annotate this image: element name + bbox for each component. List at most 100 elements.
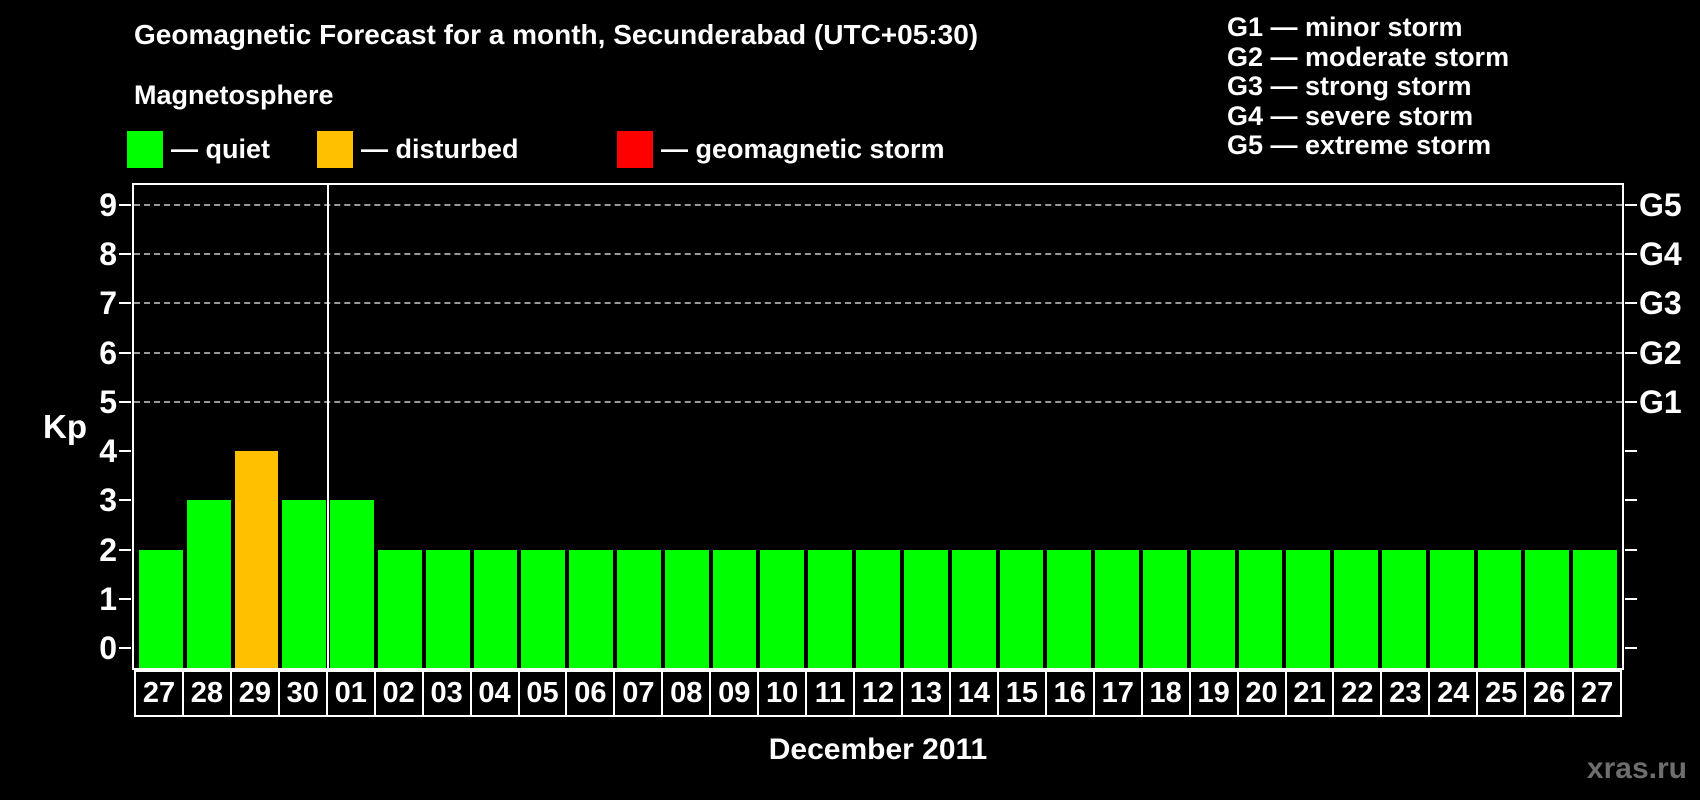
bar-day-17 — [1095, 549, 1139, 668]
right-tick-kp-0 — [1625, 647, 1637, 650]
g-scale-legend: G1 — minor storm G2 — moderate storm G3 … — [1227, 12, 1509, 161]
day-cell-22: 22 — [1332, 670, 1383, 717]
right-tick-kp-7 — [1625, 302, 1637, 305]
day-cell-04: 04 — [469, 670, 520, 717]
left-tick-kp-4 — [119, 450, 131, 453]
right-tick-kp-8 — [1625, 253, 1637, 255]
y-tick-label-3: 3 — [99, 482, 117, 519]
left-tick-kp-3 — [119, 499, 131, 502]
gridline-kp-6 — [134, 351, 1622, 354]
day-cell-27: 27 — [134, 670, 184, 717]
disturbed-color-swatch — [317, 130, 353, 168]
g4-legend-line: G4 — severe storm — [1227, 100, 1474, 131]
legend-label-disturbed: — disturbed — [361, 133, 519, 164]
day-cell-12: 12 — [853, 670, 903, 717]
gridline-kp-7 — [134, 302, 1622, 305]
bar-day-10 — [760, 549, 805, 668]
magnetosphere-label: Magnetosphere — [134, 80, 334, 110]
month-boundary-line — [327, 185, 330, 668]
y-tick-label-8: 8 — [99, 236, 117, 272]
right-tick-kp-2 — [1625, 548, 1637, 551]
day-cell-26: 26 — [1524, 670, 1575, 717]
gridline-kp-9 — [134, 203, 1622, 206]
day-cell-21: 21 — [1284, 670, 1335, 717]
right-tick-kp-1 — [1625, 598, 1637, 600]
bar-day-19 — [1190, 549, 1235, 668]
bar-day-09 — [712, 549, 757, 668]
day-cell-18: 18 — [1140, 670, 1191, 717]
g-axis-label-g2: G2 — [1639, 334, 1682, 371]
day-cell-20: 20 — [1236, 670, 1287, 717]
left-tick-kp-9 — [119, 203, 131, 206]
gridline-kp-5 — [134, 400, 1622, 403]
day-cell-14: 14 — [948, 670, 999, 717]
day-cell-23: 23 — [1380, 670, 1431, 717]
bar-day-20 — [1238, 549, 1283, 668]
y-axis-label: Kp — [43, 408, 87, 445]
right-tick-kp-3 — [1625, 499, 1637, 502]
g-axis-label-g4: G4 — [1639, 236, 1682, 272]
bar-day-04 — [473, 549, 518, 668]
bar-day-27 — [139, 549, 183, 668]
bar-day-01 — [330, 500, 375, 668]
right-tick-kp-6 — [1625, 351, 1637, 354]
y-axis-tick-labels: 0 1 2 3 4 5 6 7 8 9 — [0, 185, 117, 668]
day-cell-25: 25 — [1476, 670, 1527, 717]
day-cell-30: 30 — [277, 670, 328, 717]
gridline-kp-8 — [134, 253, 1622, 255]
left-tick-kp-0 — [119, 647, 131, 650]
y-tick-label-2: 2 — [99, 531, 117, 568]
y-tick-label-9: 9 — [99, 186, 117, 223]
right-tick-kp-5 — [1625, 400, 1637, 403]
g-axis-label-g3: G3 — [1639, 285, 1682, 322]
bar-day-30 — [282, 500, 327, 668]
right-tick-kp-4 — [1625, 450, 1637, 453]
day-cell-05: 05 — [517, 670, 568, 717]
bar-day-07 — [617, 549, 661, 668]
left-tick-kp-6 — [119, 351, 131, 354]
day-cell-17: 17 — [1092, 670, 1143, 717]
day-cell-02: 02 — [373, 670, 424, 717]
day-cell-01: 01 — [325, 670, 376, 717]
bar-day-15 — [999, 549, 1044, 668]
bar-day-06 — [569, 549, 614, 668]
day-cell-29: 29 — [229, 670, 280, 717]
legend-item-quiet: — quiet — [127, 130, 270, 168]
legend-item-disturbed: — disturbed — [317, 130, 519, 168]
day-cell-09: 09 — [709, 670, 760, 717]
bar-day-13 — [903, 549, 948, 668]
bar-day-03 — [425, 549, 470, 668]
bar-day-26 — [1525, 549, 1570, 668]
y-tick-label-4: 4 — [99, 433, 117, 470]
left-tick-kp-5 — [119, 400, 131, 403]
bar-day-24 — [1429, 549, 1474, 668]
bar-day-02 — [378, 549, 422, 668]
bar-day-23 — [1381, 549, 1426, 668]
y-tick-label-5: 5 — [99, 383, 117, 420]
bar-day-29 — [234, 451, 279, 668]
bar-day-22 — [1334, 549, 1378, 668]
legend-label-storm: — geomagnetic storm — [661, 133, 945, 164]
day-cell-28: 28 — [181, 670, 232, 717]
y-tick-label-7: 7 — [99, 285, 117, 322]
g-axis-label-g5: G5 — [1639, 186, 1682, 223]
left-tick-kp-8 — [119, 253, 131, 255]
bar-day-27 — [1573, 549, 1617, 668]
left-tick-kp-2 — [119, 548, 131, 551]
bar-day-08 — [664, 549, 709, 668]
day-cell-07: 07 — [613, 670, 664, 717]
day-cell-03: 03 — [421, 670, 472, 717]
day-cell-11: 11 — [805, 670, 856, 717]
x-axis-title: December 2011 — [768, 733, 988, 766]
legend-label-quiet: — quiet — [171, 133, 270, 164]
day-cell-10: 10 — [757, 670, 808, 717]
day-cell-06: 06 — [565, 670, 616, 717]
g-axis-label-g1: G1 — [1639, 383, 1682, 420]
g5-legend-line: G5 — extreme storm — [1227, 130, 1492, 160]
day-cell-15: 15 — [996, 670, 1047, 717]
day-cell-24: 24 — [1428, 670, 1479, 717]
right-axis-g-labels: G1 G2 G3 G4 G5 — [1639, 185, 1700, 668]
bar-day-21 — [1286, 549, 1331, 668]
legend-item-storm: — geomagnetic storm — [617, 130, 945, 168]
